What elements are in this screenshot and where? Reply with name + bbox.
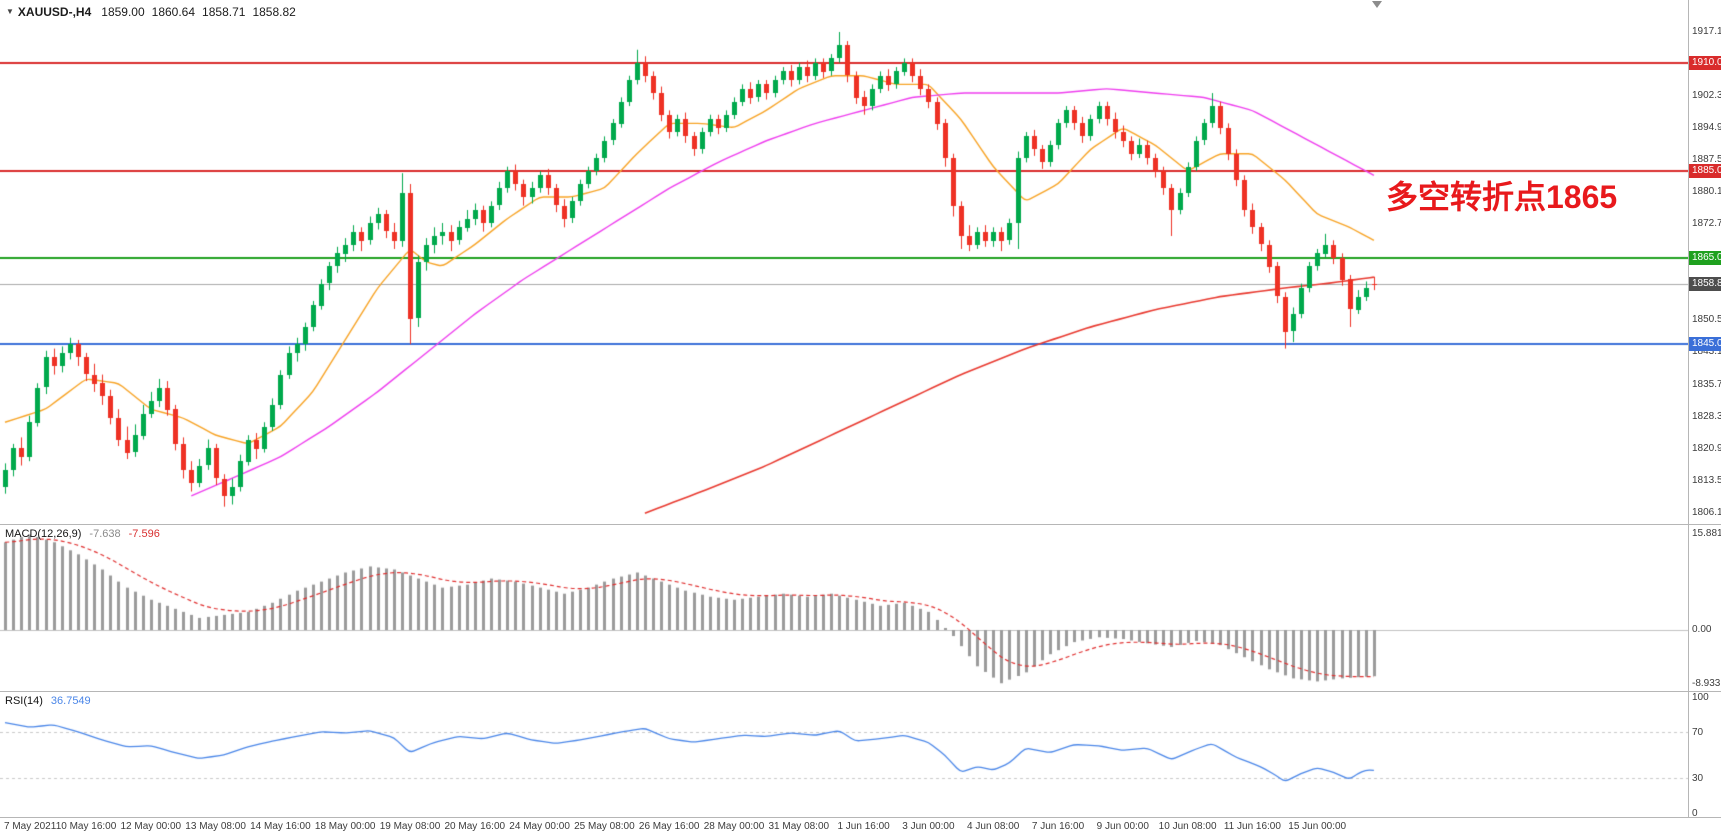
macd-value-main: -7.638 [89, 528, 121, 540]
rsi-indicator-label: RSI(14) 36.7549 [5, 695, 91, 707]
time-label: 28 May 00:00 [703, 821, 765, 832]
main-macd-divider [0, 524, 1721, 525]
chart-shift-marker[interactable] [1372, 1, 1382, 8]
rsi-axis-label: 0 [1692, 808, 1698, 819]
price-badge: 1885.00 [1689, 164, 1721, 179]
chart-title: ▼ XAUUSD-,H4 1859.00 1860.64 1858.71 1858.82 [6, 5, 303, 19]
time-label: 19 May 08:00 [379, 821, 441, 832]
time-label: 4 Jun 08:00 [967, 821, 1020, 832]
time-label: 26 May 16:00 [638, 821, 700, 832]
price-tick-label: 1880.10 [1692, 186, 1721, 198]
macd-panel-canvas[interactable] [0, 524, 1688, 691]
ohlc-high: 1860.64 [151, 5, 196, 19]
macd-indicator-label: MACD(12,26,9) -7.638 -7.596 [5, 528, 160, 540]
price-tick-label: 1902.30 [1692, 90, 1721, 102]
symbol-marker-icon: ▼ [6, 7, 14, 16]
time-label: 15 Jun 00:00 [1288, 821, 1347, 832]
time-axis-divider [0, 817, 1721, 818]
price-badge: 1865.00 [1689, 250, 1721, 265]
rsi-panel-canvas[interactable] [0, 691, 1688, 817]
rsi-axis-label: 70 [1692, 726, 1704, 738]
price-tick-label: 1828.30 [1692, 410, 1721, 422]
price-tick-label: 1820.90 [1692, 442, 1721, 454]
time-label: 11 Jun 16:00 [1223, 821, 1281, 832]
macd-axis-label: 15.881 [1692, 527, 1721, 539]
price-tick-label: 1843.10 [1692, 346, 1721, 358]
time-label: 20 May 16:00 [444, 821, 506, 832]
main-chart-canvas[interactable] [0, 0, 1688, 524]
macd-axis-label: -8.933 [1692, 678, 1721, 690]
time-label: 14 May 16:00 [250, 821, 311, 832]
price-badge: 1910.00 [1689, 55, 1721, 70]
time-label: 25 May 08:00 [574, 821, 635, 832]
ohlc-low: 1858.71 [202, 5, 246, 19]
time-label: 3 Jun 00:00 [902, 821, 955, 832]
macd-value-signal: -7.596 [128, 528, 160, 540]
price-tick-label: 1835.70 [1692, 378, 1721, 390]
rsi-name: RSI(14) [5, 695, 43, 707]
symbol-timeframe-label: XAUUSD-,H4 [17, 5, 92, 19]
time-label: 31 May 08:00 [768, 821, 830, 832]
price-tick-label: 1806.10 [1692, 506, 1721, 518]
price-badge: 1845.00 [1689, 337, 1721, 352]
ohlc-open: 1859.00 [101, 5, 145, 19]
time-label: 10 May 16:00 [55, 821, 117, 832]
price-badge: 1858.82 [1689, 277, 1721, 292]
time-label: 7 May 2021 [4, 821, 57, 832]
time-label: 9 Jun 00:00 [1096, 821, 1149, 832]
price-tick-label: 1813.50 [1692, 474, 1721, 486]
price-tick-label: 1850.50 [1692, 314, 1721, 326]
ohlc-close: 1858.82 [252, 5, 296, 19]
time-label: 10 Jun 08:00 [1158, 821, 1217, 832]
price-tick-label: 1894.90 [1692, 122, 1721, 134]
price-axis-divider [1688, 0, 1689, 817]
rsi-value: 36.7549 [50, 695, 91, 707]
time-label: 1 Jun 16:00 [837, 821, 890, 832]
time-label: 24 May 00:00 [509, 821, 570, 832]
macd-axis-label: 0.00 [1692, 624, 1712, 635]
price-tick-label: 1872.70 [1692, 218, 1721, 230]
time-label: 12 May 00:00 [120, 821, 182, 832]
time-label: 18 May 00:00 [314, 821, 376, 832]
macd-name: MACD(12,26,9) [5, 528, 82, 540]
rsi-axis-label: 30 [1692, 773, 1704, 785]
macd-rsi-divider [0, 691, 1721, 692]
price-tick-label: 1917.10 [1692, 26, 1721, 37]
time-label: 7 Jun 16:00 [1031, 821, 1085, 832]
price-tick-label: 1887.50 [1692, 154, 1721, 166]
time-label: 13 May 08:00 [185, 821, 246, 832]
annotation-text[interactable]: 多空转折点1865 [1386, 179, 1618, 215]
rsi-axis-label: 100 [1692, 692, 1709, 703]
